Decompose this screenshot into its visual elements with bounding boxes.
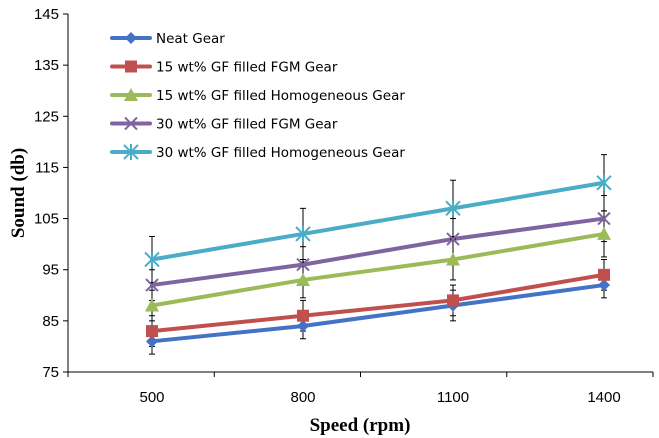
legend-label: 15 wt% GF filled Homogeneous Gear	[156, 88, 405, 104]
legend-label: 30 wt% GF filled Homogeneous Gear	[156, 145, 405, 161]
data-point	[597, 211, 611, 226]
data-point	[596, 174, 612, 191]
data-point	[597, 226, 611, 240]
data-point	[295, 225, 311, 242]
y-tick-label: 95	[42, 262, 59, 279]
legend-label: 15 wt% GF filled FGM Gear	[156, 60, 338, 76]
data-point	[445, 200, 461, 217]
legend-marker	[125, 32, 137, 44]
series-line-2	[150, 272, 606, 334]
x-tick-label: 500	[139, 389, 164, 406]
x-tick-label: 1100	[437, 389, 469, 406]
data-point	[297, 309, 309, 322]
legend-label: Neat Gear	[156, 31, 225, 47]
x-tick-label: 1400	[587, 389, 620, 406]
data-point	[297, 319, 309, 332]
data-point	[146, 325, 158, 338]
x-tick-label: 800	[290, 389, 315, 406]
legend-marker	[124, 116, 138, 131]
data-point	[447, 294, 459, 307]
data-point	[296, 257, 310, 272]
series-line-5	[150, 180, 606, 262]
data-point	[598, 268, 610, 281]
legend-marker	[125, 60, 137, 73]
data-point	[598, 279, 610, 292]
y-tick-label: 75	[42, 364, 59, 381]
data-point	[146, 335, 158, 348]
y-tick-label: 135	[34, 57, 59, 74]
data-point	[446, 232, 460, 246]
y-tick-label: 115	[35, 159, 59, 176]
y-tick-label: 145	[34, 6, 59, 23]
legend-label: 30 wt% GF filled FGM Gear	[156, 117, 338, 133]
series-line-1	[150, 283, 606, 344]
data-point	[144, 251, 160, 268]
series-line-4	[150, 216, 606, 288]
series-line-3	[150, 231, 606, 308]
y-tick-label: 85	[42, 313, 59, 330]
y-tick-label: 125	[34, 108, 59, 125]
data-point	[145, 298, 159, 312]
x-axis-title: Speed (rpm)	[310, 415, 411, 436]
legend-marker	[123, 144, 139, 160]
y-axis-title: Sound (db)	[8, 148, 29, 238]
y-tick-label: 105	[34, 211, 59, 228]
legend-marker	[124, 88, 138, 101]
data-point	[145, 278, 159, 292]
data-point	[296, 272, 310, 286]
data-point	[446, 252, 460, 266]
